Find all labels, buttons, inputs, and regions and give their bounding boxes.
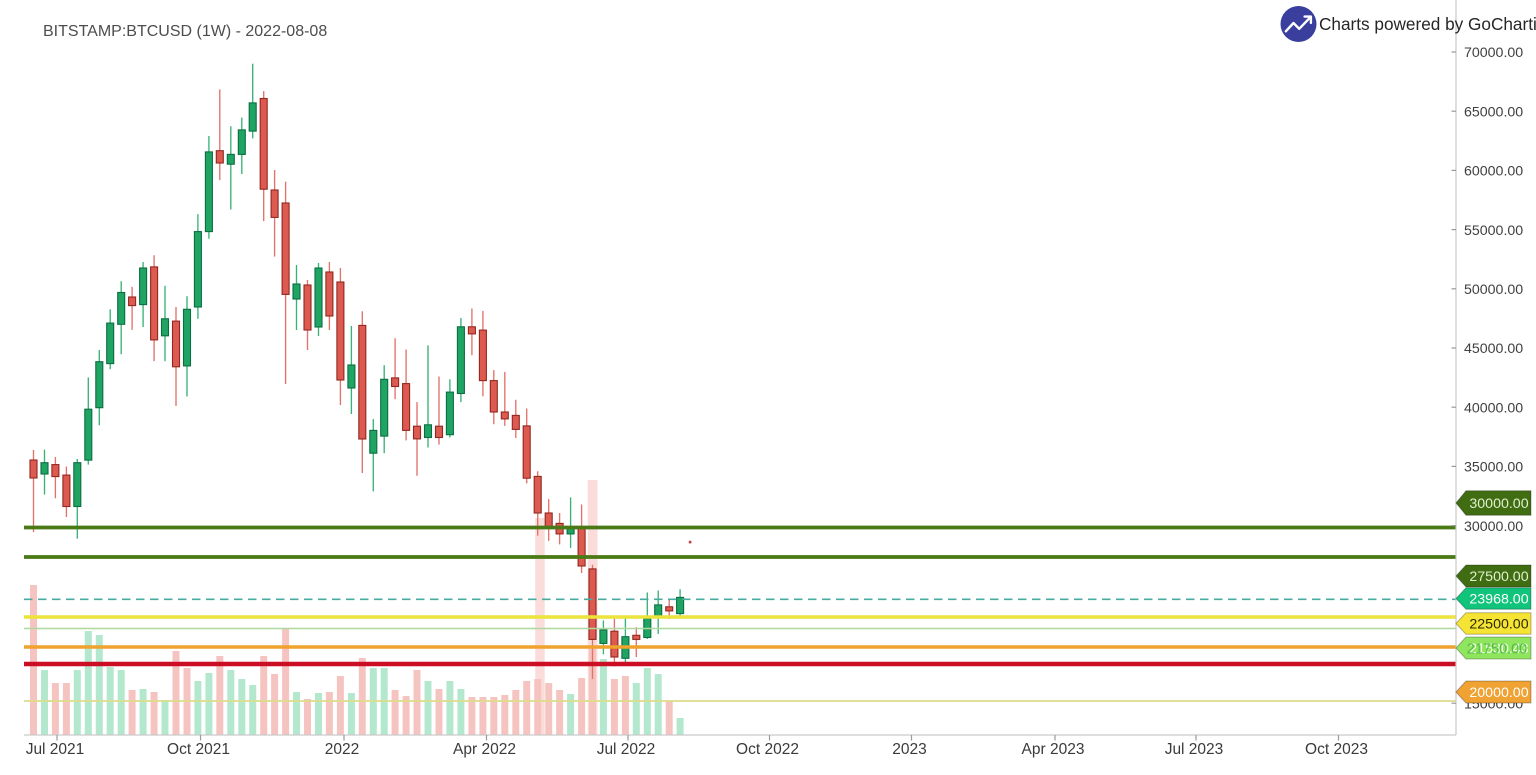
svg-text:30000.00: 30000.00: [1469, 496, 1528, 512]
svg-text:Oct 2023: Oct 2023: [1305, 741, 1368, 758]
svg-text:20000.00: 20000.00: [1469, 685, 1528, 701]
svg-text:60000.00: 60000.00: [1464, 164, 1523, 180]
svg-text:40000.00: 40000.00: [1464, 400, 1523, 416]
svg-text:2022: 2022: [325, 741, 359, 758]
svg-text:22500.00: 22500.00: [1469, 617, 1528, 633]
svg-text:Jul 2022: Jul 2022: [597, 741, 656, 758]
svg-text:2023: 2023: [892, 741, 926, 758]
svg-text:35000.00: 35000.00: [1464, 460, 1523, 476]
svg-text:70000.00: 70000.00: [1464, 45, 1523, 61]
svg-text:BITSTAMP:BTCUSD (1W) - 2022-08: BITSTAMP:BTCUSD (1W) - 2022-08-08: [43, 23, 327, 40]
svg-text:30000.00: 30000.00: [1464, 519, 1523, 535]
svg-text:23968.00: 23968.00: [1469, 592, 1528, 608]
svg-text:Apr 2023: Apr 2023: [1022, 741, 1085, 758]
svg-text:Apr 2022: Apr 2022: [453, 741, 516, 758]
svg-text:Oct 2021: Oct 2021: [167, 741, 230, 758]
svg-text:21530.43: 21530.43: [1469, 641, 1528, 657]
svg-text:21750.00: 21750.00: [1467, 641, 1527, 657]
svg-text:Oct 2022: Oct 2022: [736, 741, 799, 758]
svg-text:65000.00: 65000.00: [1464, 104, 1523, 120]
svg-text:Jul 2021: Jul 2021: [26, 741, 85, 758]
svg-text:27500.00: 27500.00: [1469, 569, 1528, 585]
svg-text:Jul 2023: Jul 2023: [1165, 741, 1224, 758]
svg-text:Charts powered by GoCharting: Charts powered by GoCharting: [1319, 14, 1536, 34]
svg-text:45000.00: 45000.00: [1464, 341, 1523, 357]
svg-text:55000.00: 55000.00: [1464, 223, 1523, 239]
svg-text:50000.00: 50000.00: [1464, 282, 1523, 298]
